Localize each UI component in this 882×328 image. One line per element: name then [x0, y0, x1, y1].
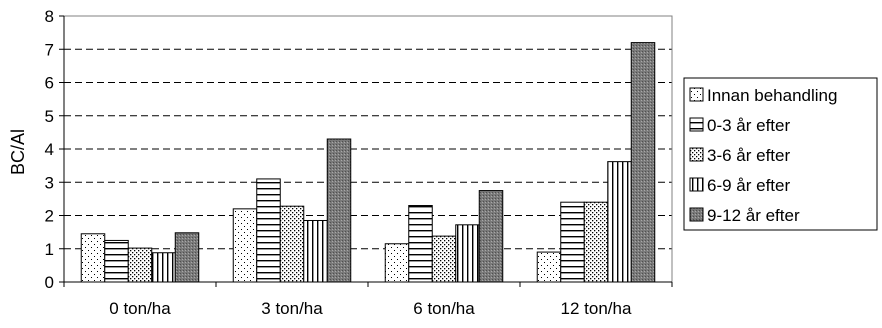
gridlines [64, 48, 672, 250]
legend-label: 3-6 år efter [707, 146, 790, 165]
x-axis-ticks: 0 ton/ha 3 ton/ha 6 ton/ha 12 ton/ha [63, 282, 673, 318]
legend-label: 6-9 år efter [707, 176, 790, 195]
bar [303, 219, 328, 283]
y-tick-label: 7 [45, 40, 54, 59]
legend: Innan behandling 0-3 år efter 3-6 år efter… [683, 77, 878, 231]
legend-label: 0-3 år efter [707, 116, 790, 135]
legend-swatch [689, 177, 704, 192]
bar [431, 235, 457, 283]
legend-label: 9-12 år efter [707, 206, 800, 225]
legend-swatch [689, 117, 704, 132]
legend-box [683, 77, 878, 231]
y-tick-label: 1 [45, 240, 54, 259]
y-tick-label: 2 [45, 207, 54, 226]
bar [607, 161, 632, 283]
bar [408, 205, 433, 283]
legend-items: Innan behandling 0-3 år efter 3-6 år efter… [689, 86, 837, 225]
y-tick-label: 6 [45, 74, 54, 93]
bar [104, 239, 129, 283]
legend-swatch [689, 147, 704, 162]
legend-swatch [689, 87, 704, 102]
x-tick-label: 0 ton/ha [109, 299, 171, 318]
bar [455, 224, 480, 283]
bar [80, 233, 106, 283]
y-tick-label: 3 [45, 173, 54, 192]
bar [384, 243, 410, 283]
y-tick-label: 0 [45, 273, 54, 292]
y-axis-ticks: 0 1 2 3 4 5 6 7 8 [45, 7, 64, 292]
bar [583, 201, 609, 283]
bar [127, 247, 153, 283]
bar [232, 208, 258, 283]
bar [279, 205, 305, 283]
bar [536, 251, 562, 283]
legend-swatch [689, 207, 704, 222]
y-tick-label: 4 [45, 140, 54, 159]
y-tick-label: 8 [45, 7, 54, 26]
bar [478, 190, 504, 283]
bar [151, 252, 176, 283]
bar [630, 42, 656, 283]
x-tick-label: 6 ton/ha [413, 299, 475, 318]
y-axis-label: BC/Al [8, 129, 28, 175]
bar [174, 232, 200, 283]
bar [560, 201, 585, 283]
bars [80, 42, 656, 283]
legend-label: Innan behandling [707, 86, 837, 105]
bar [326, 138, 352, 283]
y-tick-label: 5 [45, 107, 54, 126]
x-tick-label: 3 ton/ha [261, 299, 323, 318]
bar [256, 178, 281, 283]
x-tick-label: 12 ton/ha [561, 299, 632, 318]
